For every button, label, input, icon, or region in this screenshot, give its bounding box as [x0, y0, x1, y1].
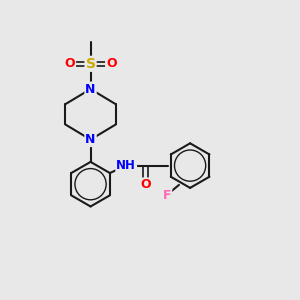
Text: F: F — [163, 189, 171, 202]
Text: O: O — [140, 178, 151, 191]
Text: O: O — [64, 57, 75, 70]
Text: NH: NH — [116, 159, 136, 172]
Text: O: O — [106, 57, 117, 70]
Text: N: N — [85, 82, 96, 96]
Text: S: S — [85, 57, 96, 71]
Text: N: N — [85, 133, 96, 146]
